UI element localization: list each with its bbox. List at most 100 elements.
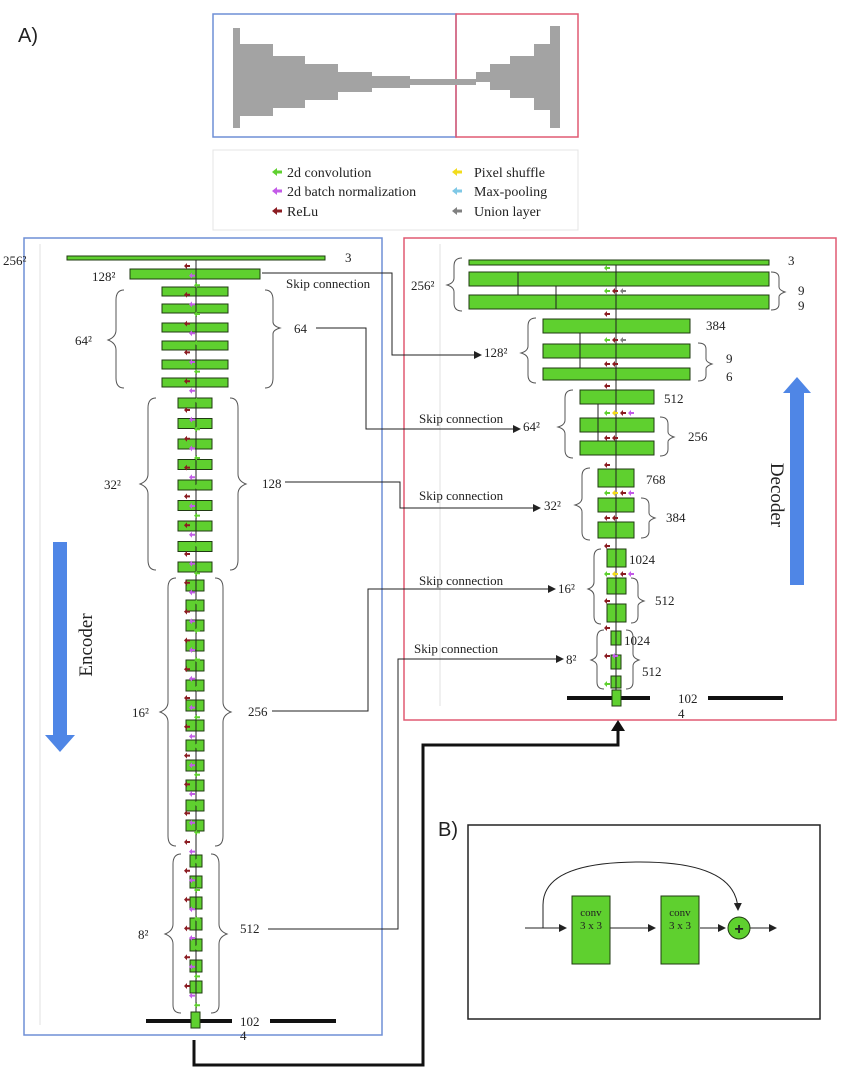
enc-marker-relu-18 (184, 435, 190, 442)
dec-marker-union-3-2 (620, 337, 626, 343)
dec-marker-conv-1-0 (604, 288, 610, 294)
enc-marker-bn-22 (189, 474, 195, 481)
enc-marker-bn-16 (189, 416, 195, 423)
encoder-layer-markers (184, 263, 200, 1009)
enc-ch-256: 256 (248, 704, 268, 719)
enc-marker-relu-54 (184, 781, 190, 788)
dec-marker-conv-16-0 (604, 681, 610, 687)
enc-bottom-num: 4 (240, 1028, 247, 1043)
conv-block-1 (571, 895, 611, 965)
encoder-arrow (45, 542, 75, 752)
dec-ch-512: 512 (664, 391, 684, 406)
enc-block-64c (161, 322, 229, 333)
dec-block-64a (579, 389, 655, 405)
dec-block-256a (468, 259, 770, 266)
dec-marker-relu-14-0 (604, 625, 610, 631)
decoder-arrow (783, 377, 811, 585)
enc-res-8: 8² (138, 927, 149, 942)
enc-marker-conv-35 (194, 599, 200, 605)
dec-marker-bn-9-3 (628, 490, 634, 496)
enc-block-16-12 (185, 819, 205, 832)
enc-marker-relu-3 (184, 291, 190, 298)
enc-block-32-4 (177, 479, 213, 491)
legend-item-bn: 2d batch normalization (272, 185, 416, 200)
dec-marker-relu-11-0 (604, 543, 610, 549)
enc-bottom-channels: 102 (240, 1014, 260, 1029)
enc-marker-conv-77 (194, 1002, 200, 1009)
enc-ch-3: 3 (345, 250, 352, 265)
enc-marker-bn-58 (189, 819, 195, 826)
enc-marker-conv-14 (194, 397, 200, 404)
decoder-layer-markers (604, 265, 634, 687)
dec-res-8: 8² (566, 652, 577, 667)
panel-label-a: A) (18, 25, 38, 47)
enc-marker-bn-43 (189, 675, 195, 682)
sum-node (727, 916, 751, 940)
skip-line-16 (272, 585, 556, 712)
residual-block-diagram: conv 3 x 3 conv 3 x 3 + (467, 824, 821, 1020)
dec-marker-relu-7-1 (612, 435, 618, 441)
bottleneck-connector (192, 727, 620, 1067)
dec-marker-shuffle-12-1 (612, 571, 618, 577)
dec-bottom-num: 4 (678, 706, 685, 721)
enc-marker-conv-62 (194, 858, 200, 865)
decoder-brackets (445, 257, 787, 690)
dec-ch-3: 3 (788, 253, 795, 268)
enc-marker-relu-24 (184, 493, 190, 500)
enc-marker-conv-50 (194, 743, 200, 749)
dec-marker-union-1-2 (620, 288, 626, 294)
dec-bottleneck-block (611, 689, 622, 707)
enc-marker-relu-0 (184, 263, 190, 269)
encoder-frame (23, 237, 383, 1036)
dec-marker-relu-10-1 (612, 515, 618, 521)
enc-marker-conv-44 (194, 685, 200, 692)
enc-res-64: 64² (75, 333, 92, 348)
enc-res-256: 256² (3, 253, 27, 268)
skip-line-64 (316, 327, 521, 433)
skip-connections: Skip connection Skip connection Skip con… (262, 272, 564, 930)
dec-ch-1024b: 1024 (624, 633, 651, 648)
enc-marker-relu-69 (184, 925, 190, 932)
dec-res-16: 16² (558, 581, 575, 596)
enc-marker-bn-73 (189, 963, 195, 970)
dec-ch-9a: 9 (798, 283, 805, 298)
enc-marker-conv-17 (194, 426, 200, 433)
overview-shape (233, 26, 560, 128)
enc-res-128: 128² (92, 269, 116, 284)
dec-marker-relu-4-0 (604, 361, 610, 367)
encoder-title: Encoder (76, 613, 97, 677)
enc-ch-128: 128 (262, 476, 282, 491)
dec-marker-conv-6-0 (604, 410, 610, 416)
dec-marker-relu-9-2 (620, 490, 626, 496)
dec-marker-relu-2-0 (604, 311, 610, 317)
enc-marker-bn-4 (189, 301, 195, 308)
enc-res-32: 32² (104, 477, 121, 492)
dec-marker-bn-6-3 (628, 410, 634, 416)
legend-item-shuffle: Pixel shuffle (452, 166, 545, 181)
dec-block-256c (468, 294, 770, 310)
enc-marker-conv-11 (194, 368, 200, 375)
enc-marker-conv-2 (194, 282, 200, 289)
conv2-size: 3 x 3 (669, 920, 692, 932)
enc-marker-bn-19 (189, 445, 195, 452)
enc-marker-bn-67 (189, 906, 195, 913)
skip-label-64: Skip connection (419, 411, 504, 426)
enc-block-16-11 (185, 799, 205, 812)
dec-marker-relu-4-1 (612, 361, 618, 367)
enc-marker-relu-9 (184, 349, 190, 356)
overview-silhouette (212, 13, 579, 138)
enc-marker-relu-45 (184, 695, 190, 701)
dec-marker-shuffle-6-1 (612, 410, 618, 416)
conv1-size: 3 x 3 (580, 920, 603, 932)
dec-marker-relu-10-0 (604, 515, 610, 521)
enc-block-16-0 (185, 579, 205, 592)
overview-decoder-frame (455, 13, 579, 138)
dec-res-256: 256² (411, 278, 435, 293)
enc-block-16-7 (185, 719, 205, 732)
enc-bottleneck-block (190, 1011, 201, 1029)
svg-text:2d batch normalization: 2d batch normalization (287, 185, 416, 200)
encoder-brackets (106, 289, 282, 1014)
dec-ch-9c: 9 (726, 351, 733, 366)
enc-marker-relu-21 (184, 464, 190, 471)
dec-ch-256: 256 (688, 429, 708, 444)
